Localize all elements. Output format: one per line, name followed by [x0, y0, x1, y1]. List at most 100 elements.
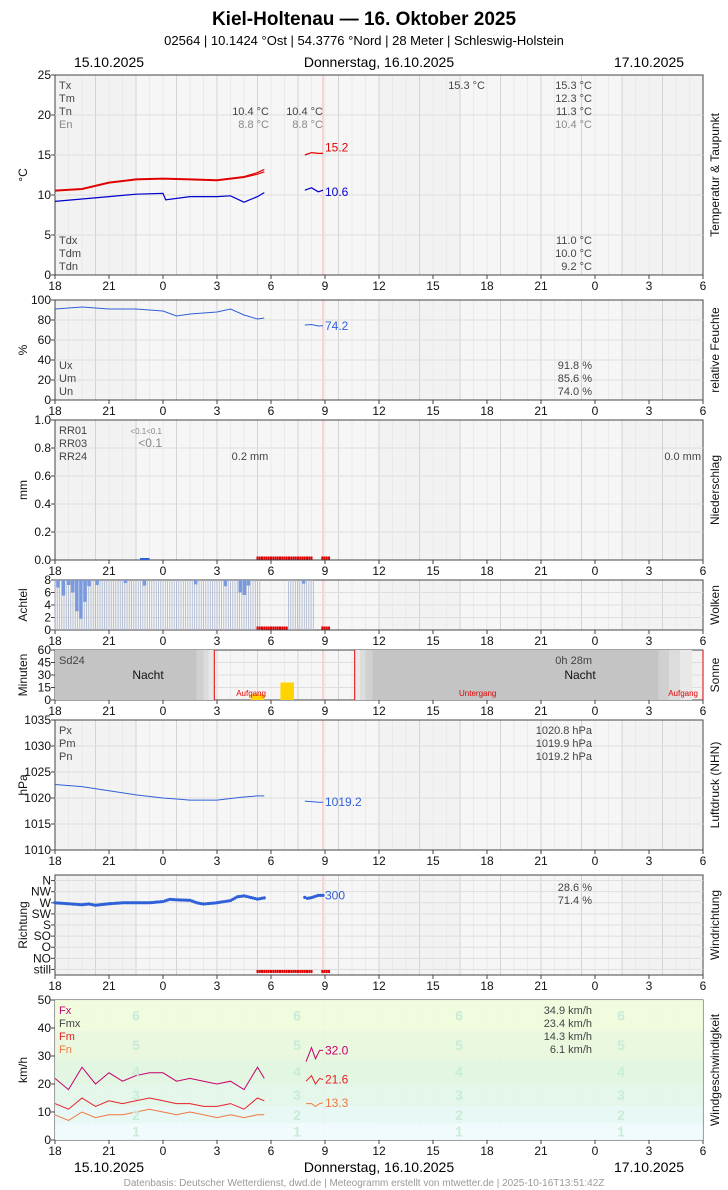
pressure-x-tick-label: 6	[700, 854, 707, 868]
wind_direction-x-tick-label: 9	[322, 979, 329, 993]
sunshine-y-tick-label: 60	[38, 643, 52, 657]
cloud-gap-bar	[79, 580, 83, 619]
page-title: Kiel-Holtenau — 16. Oktober 2025	[212, 9, 517, 30]
cloud-gap-bar	[61, 580, 66, 596]
wind-direction-point	[174, 898, 179, 902]
wind_direction-x-tick-label: 0	[160, 979, 167, 993]
dewpoint-stat-value: 9.2 °C	[561, 261, 592, 273]
sunshine-y-tick-label: 0	[44, 693, 51, 707]
precip-stat-key: RR24	[59, 451, 87, 463]
precipitation-y-tick-label: 0.0	[34, 553, 51, 567]
humidity-x-tick-label: 21	[534, 404, 548, 418]
precipitation-zero-marker	[279, 556, 282, 560]
clouds-x-tick-label: 0	[592, 634, 599, 648]
wind_speed-y-tick-label: 10	[38, 1105, 52, 1119]
wind_speed-y-axis-label: km/h	[16, 1057, 30, 1083]
humidity-y-axis-label: %	[16, 344, 30, 355]
humidity-end-label: 74.2	[325, 319, 349, 333]
precipitation-x-tick-label: 21	[102, 564, 116, 578]
clouds-y-tick-label: 8	[44, 573, 51, 587]
precipitation-zero-marker	[281, 556, 284, 560]
precipitation-x-tick-label: 0	[592, 564, 599, 578]
wind_speed-x-tick-label: 0	[160, 1144, 167, 1158]
wind_direction-x-tick-label: 15	[426, 979, 440, 993]
wind_speed-x-tick-label: 21	[534, 1144, 548, 1158]
twilight-shade	[669, 650, 681, 700]
wind-mean-end-label: 21.6	[325, 1073, 349, 1087]
precipitation-zero-marker	[261, 556, 264, 560]
precip-rr01-value: <0.1<0.1	[130, 427, 162, 436]
precipitation-x-tick-label: 18	[480, 564, 494, 578]
wind-direction-point	[136, 901, 140, 905]
wind-direction-point	[132, 901, 136, 905]
sunshine-x-tick-label: 21	[102, 704, 116, 718]
wind-direction-point	[183, 898, 188, 902]
humidity-x-tick-label: 0	[592, 404, 599, 418]
wind-direction-stat: 28.6 %	[558, 882, 592, 894]
temperature-x-tick-label: 0	[160, 279, 167, 293]
humidity-series-rh_recent	[304, 323, 324, 327]
wind_direction-x-tick-label: 12	[372, 979, 386, 993]
wind_direction-x-tick-label: 3	[214, 979, 221, 993]
precipitation-x-tick-label: 12	[372, 564, 386, 578]
wind_direction-zero-marker	[281, 969, 284, 973]
clouds-y-tick-label: 2	[44, 611, 51, 625]
precipitation-x-tick-label: 6	[700, 564, 707, 578]
sunshine-y-tick-label: 30	[38, 668, 52, 682]
wind_direction-zero-marker	[265, 969, 268, 973]
precipitation-zero-marker	[263, 556, 266, 560]
temperature-stat-mid: 10.4 °C	[232, 106, 269, 118]
wind_speed-x-tick-label: 3	[646, 1144, 653, 1158]
clouds-x-tick-label: 6	[268, 634, 275, 648]
precipitation-y-axis-label: mm	[16, 480, 30, 500]
wind_direction-zero-marker	[263, 969, 266, 973]
wind-direction-end-label: 300	[325, 888, 345, 902]
temperature-series-dew	[54, 192, 265, 203]
precipitation-zero-marker	[294, 556, 297, 560]
wind-direction-point	[129, 901, 134, 905]
temperature-stat-day: 8.8 °C	[292, 119, 323, 131]
pressure-x-tick-label: 18	[480, 854, 494, 868]
humidity-side-label: relative Feuchte	[708, 307, 722, 393]
wind-direction-category-label: S	[43, 918, 51, 932]
wind_direction-zero-marker	[288, 969, 291, 973]
wind-direction-category-label: N	[42, 874, 51, 888]
temperature-x-tick-label: 21	[102, 279, 116, 293]
wind_speed-x-tick-label: 0	[592, 1144, 599, 1158]
temperature-series-temp_air	[54, 168, 265, 191]
clouds-x-tick-label: 21	[534, 634, 548, 648]
wind-speed-series-fn_recent	[306, 1102, 324, 1108]
wind_direction-zero-marker	[328, 969, 331, 973]
cloud-gap-bar	[142, 580, 147, 586]
precipitation-y-tick-label: 1.0	[34, 413, 51, 427]
pressure-x-tick-label: 0	[592, 854, 599, 868]
wind_speed-y-tick-label: 0	[44, 1133, 51, 1147]
wind_direction-zero-marker	[308, 969, 311, 973]
precipitation-side-label: Niederschlag	[708, 455, 722, 525]
temperature-stat-key: Tx	[59, 80, 72, 92]
beaufort-label: 2	[293, 1107, 301, 1123]
precipitation-zero-marker	[292, 556, 295, 560]
precip-stat-key: RR01	[59, 425, 87, 437]
wind-speed-stat-value: 34.9 km/h	[544, 1005, 592, 1017]
beaufort-label: 6	[293, 1007, 301, 1023]
clouds-zero-marker	[270, 626, 273, 630]
temperature-stat-key: En	[59, 119, 72, 131]
precipitation-zero-marker	[272, 556, 275, 560]
night-shade	[55, 650, 197, 700]
twilight-shade	[203, 650, 209, 700]
wind-direction-category-label: SO	[34, 929, 51, 943]
precipitation-zero-marker	[258, 556, 261, 560]
sunshine-bar	[250, 694, 265, 700]
cloud-gap-bar	[193, 580, 198, 585]
wind-speed-stat-key: Fn	[59, 1044, 72, 1056]
beaufort-label: 4	[617, 1063, 625, 1079]
precipitation-y-tick-label: 0.8	[34, 441, 51, 455]
dewpoint-end-label: 10.6	[325, 185, 349, 199]
wind-direction-point	[120, 901, 125, 905]
temperature-y-tick-label: 10	[38, 188, 52, 202]
wind_speed-x-tick-label: 3	[214, 1144, 221, 1158]
wind_direction-zero-marker	[310, 969, 313, 973]
dewpoint-stat-key: Tdx	[59, 235, 78, 247]
wind-speed-stat-value: 6.1 km/h	[550, 1044, 592, 1056]
